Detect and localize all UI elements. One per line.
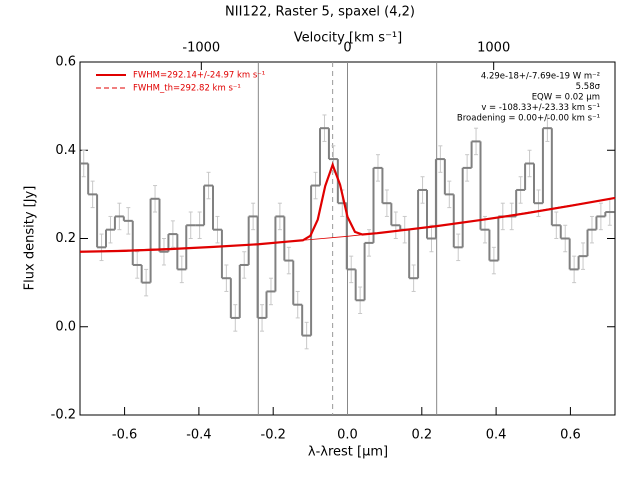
x-tick-label: 0.2 (411, 428, 432, 443)
x2-tick-label: 1000 (477, 41, 510, 56)
annotation: 4.29e-18+/-7.69e-19 W m⁻² (481, 72, 600, 82)
x-tick-label: -0.2 (261, 428, 286, 443)
y-tick-label: 0.2 (55, 231, 76, 246)
fit-line (79, 161, 616, 253)
y-tick-label: 0.4 (55, 143, 76, 158)
x-tick-label: -0.4 (186, 428, 211, 443)
annotation: 5.58σ (576, 82, 601, 92)
x-tick-label: -0.6 (112, 428, 137, 443)
y-tick-label: -0.2 (51, 408, 76, 423)
annotation: v = -108.33+/-23.33 km s⁻¹ (481, 103, 600, 113)
x-tick-label: 0.4 (486, 428, 507, 443)
legend-label: FWHM=292.14+/-24.97 km s⁻¹ (133, 71, 265, 81)
annotation: EQW = 0.02 μm (532, 93, 600, 103)
y-tick-label: 0.6 (55, 55, 76, 70)
x2-axis-label: Velocity [km s⁻¹] (294, 31, 402, 46)
chart-title: NII122, Raster 5, spaxel (4,2) (225, 5, 415, 20)
x2-tick-label: 0 (343, 41, 351, 56)
y-tick-label: 0.0 (55, 319, 76, 334)
annotation: Broadening = 0.00+/-0.00 km s⁻¹ (457, 114, 600, 124)
legend-label: FWHM_th=292.82 km s⁻¹ (133, 84, 241, 94)
x2-tick-label: -1000 (182, 41, 220, 56)
x-tick-label: 0.0 (337, 428, 358, 443)
x-tick-label: 0.6 (560, 428, 581, 443)
y-axis-label: Flux density [Jy] (23, 186, 38, 291)
x-axis-label: λ-λrest [μm] (308, 445, 388, 460)
